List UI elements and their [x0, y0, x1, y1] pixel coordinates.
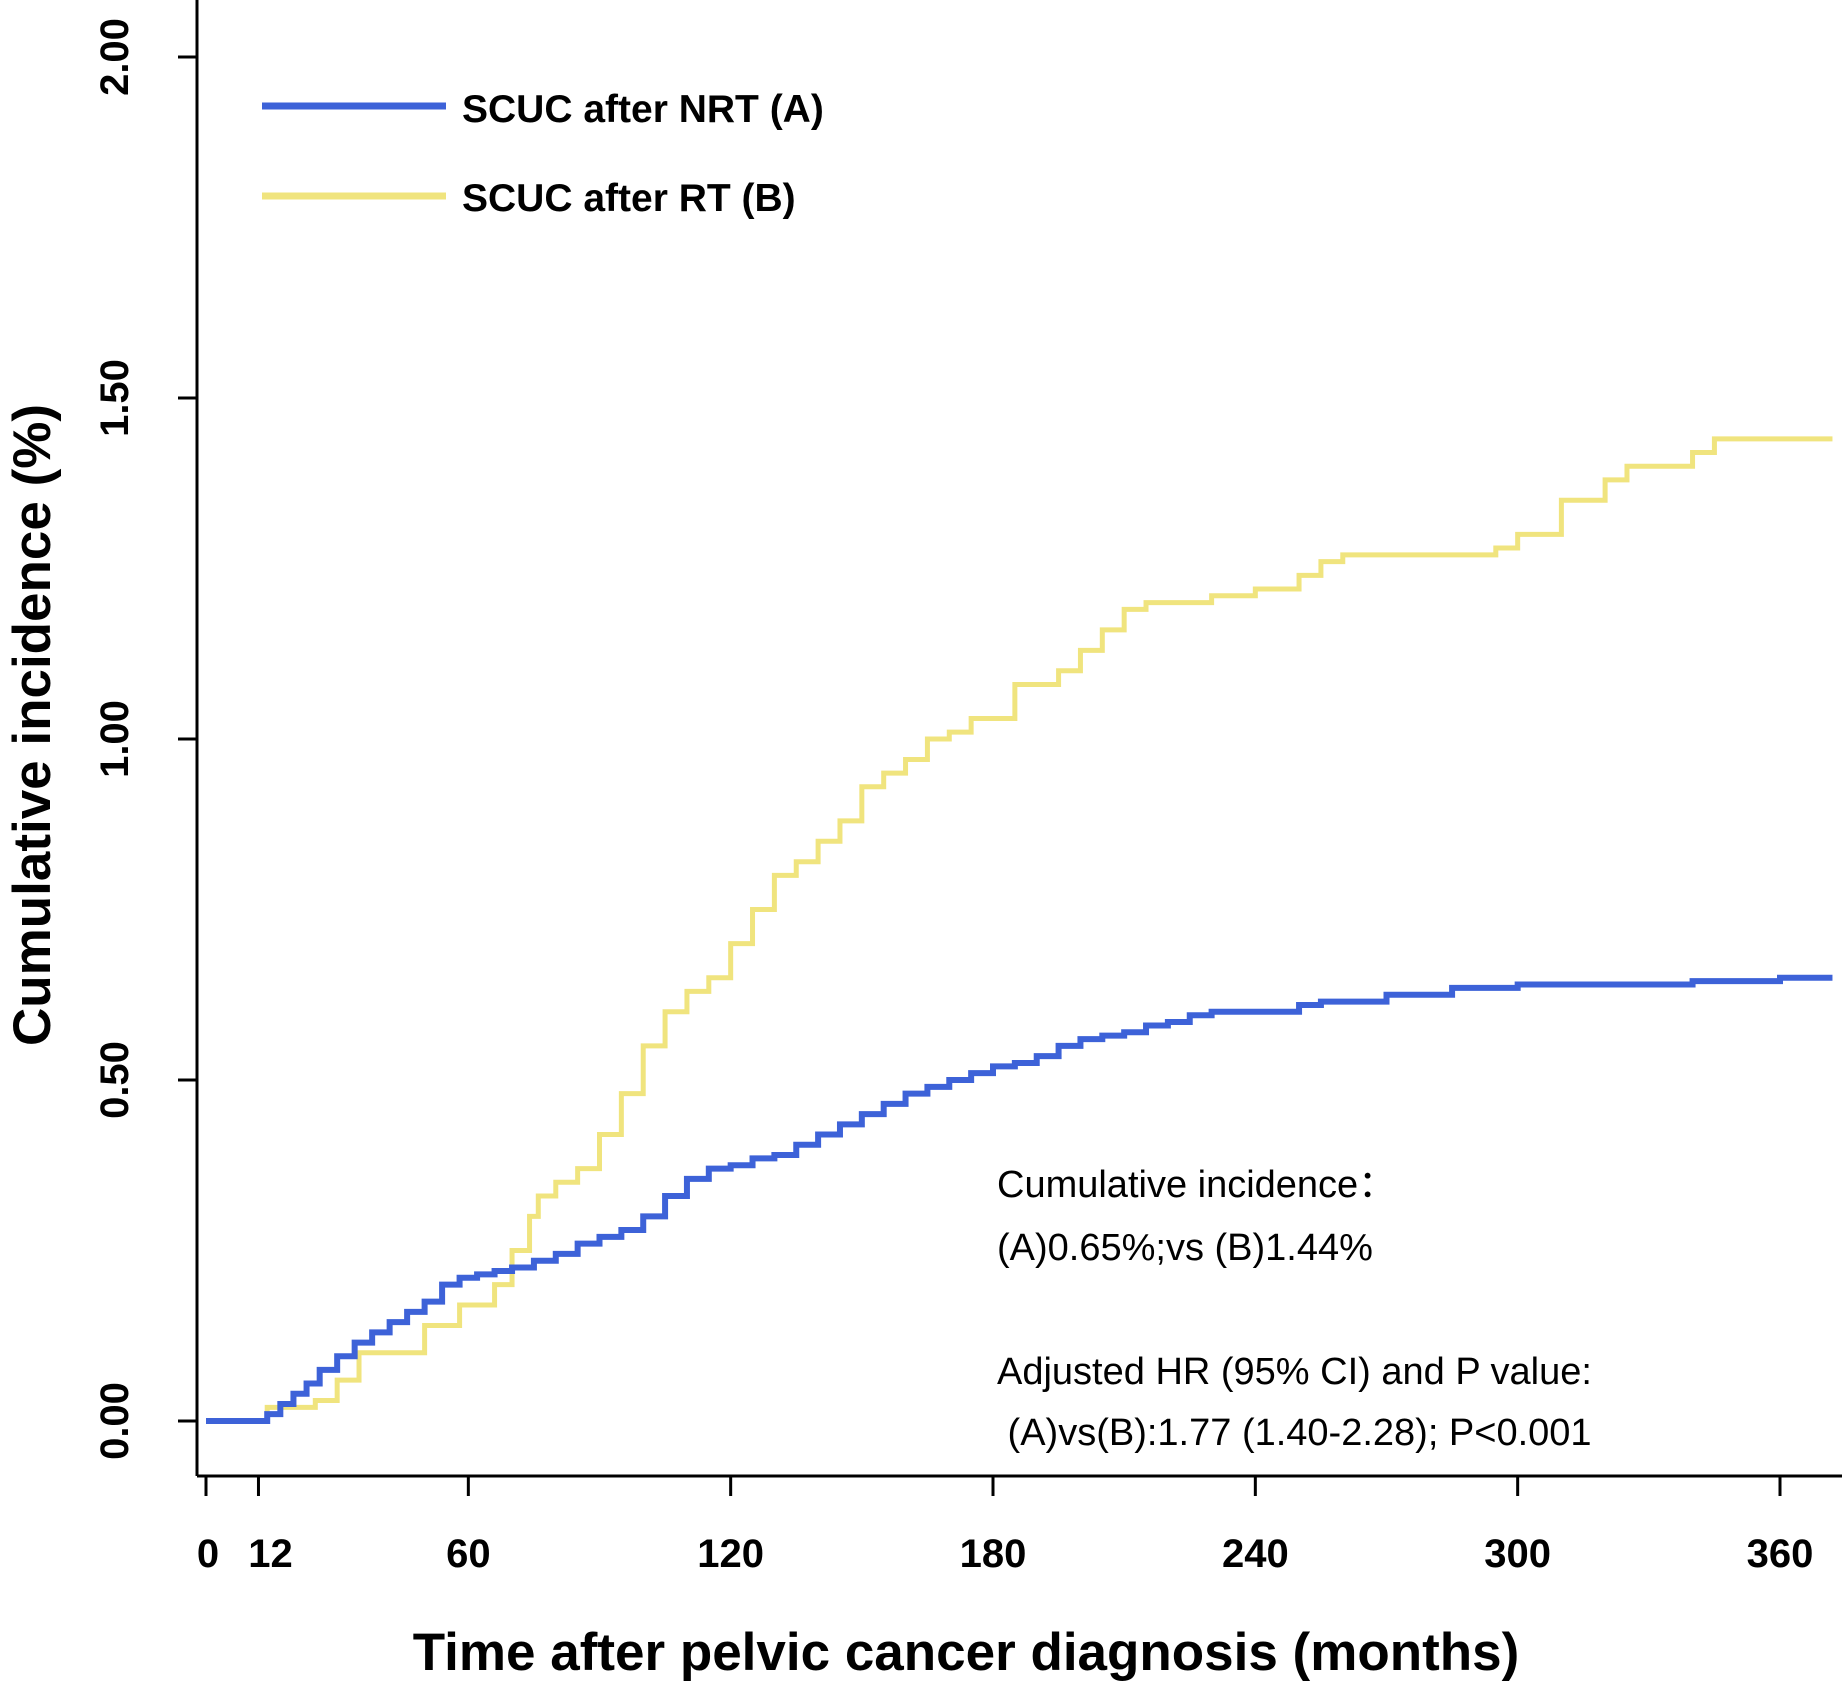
x-ticks: 0 12 60 120 180 240 300 360	[197, 1476, 1814, 1576]
annotation-line-1: Cumulative incidence：	[997, 1164, 1396, 1206]
legend-label-nrt: SCUC after NRT (A)	[462, 88, 824, 131]
legend-label-rt: SCUC after RT (B)	[462, 177, 796, 220]
y-axis-title: Cumulative incidence (%)	[3, 404, 62, 1046]
annotation-line-2: (A)0.65%;vs (B)1.44%	[997, 1227, 1373, 1269]
x-tick-label: 12	[248, 1532, 293, 1576]
y-tick-label: 1.00	[93, 700, 137, 778]
annotation-block: Cumulative incidence： (A)0.65%;vs (B)1.4…	[997, 1164, 1592, 1454]
series-line-rt	[206, 436, 1833, 1424]
y-tick-label: 1.50	[93, 359, 137, 437]
x-tick-label: 300	[1484, 1532, 1551, 1576]
x-tick-label: 360	[1747, 1532, 1814, 1576]
x-axis-title: Time after pelvic cancer diagnosis (mont…	[413, 1623, 1519, 1682]
y-tick-label: 0.00	[93, 1382, 137, 1460]
y-ticks: 0.00 0.50 1.00 1.50 2.00	[93, 18, 197, 1460]
x-tick-label: 120	[697, 1532, 764, 1576]
series-layer	[206, 436, 1833, 1424]
x-tick-label: 240	[1222, 1532, 1289, 1576]
annotation-line-4: (A)vs(B):1.77 (1.40-2.28); P<0.001	[997, 1412, 1592, 1454]
annotation-line-3: Adjusted HR (95% CI) and P value:	[997, 1351, 1592, 1393]
x-tick-label: 60	[446, 1532, 491, 1576]
legend: SCUC after NRT (A) SCUC after RT (B)	[262, 88, 824, 220]
y-tick-label: 0.50	[93, 1041, 137, 1119]
x-tick-label: 0	[197, 1532, 219, 1576]
x-tick-label: 180	[960, 1532, 1027, 1576]
y-tick-label: 2.00	[93, 18, 137, 96]
series-line-nrt	[206, 974, 1833, 1424]
